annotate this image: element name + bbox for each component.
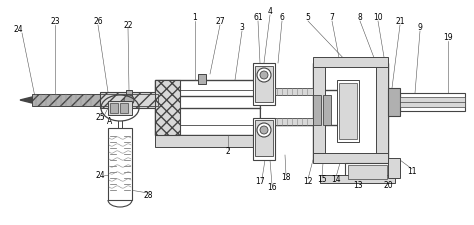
Text: 16: 16 bbox=[267, 184, 277, 193]
Bar bbox=[323, 95, 331, 125]
Bar bbox=[100, 92, 158, 108]
Text: 21: 21 bbox=[395, 18, 405, 27]
Text: 4: 4 bbox=[267, 7, 273, 16]
Text: 12: 12 bbox=[303, 178, 313, 187]
Bar bbox=[110, 103, 118, 113]
Circle shape bbox=[260, 126, 268, 134]
Bar bbox=[313, 57, 388, 67]
Bar bbox=[255, 120, 273, 156]
Bar bbox=[100, 94, 158, 106]
Bar bbox=[126, 90, 132, 110]
Bar bbox=[108, 101, 132, 115]
Text: 1: 1 bbox=[192, 14, 197, 22]
Bar bbox=[155, 80, 260, 135]
Bar bbox=[275, 118, 313, 125]
Text: 11: 11 bbox=[407, 167, 417, 176]
Text: 23: 23 bbox=[50, 18, 60, 27]
Circle shape bbox=[124, 95, 134, 105]
Text: 14: 14 bbox=[331, 176, 341, 184]
Circle shape bbox=[260, 71, 268, 79]
Bar bbox=[253, 63, 275, 105]
Text: 22: 22 bbox=[123, 20, 133, 29]
Bar bbox=[260, 90, 345, 125]
Text: 61: 61 bbox=[253, 14, 263, 22]
Text: 7: 7 bbox=[329, 14, 335, 22]
Text: 18: 18 bbox=[281, 173, 291, 182]
Bar bbox=[348, 165, 387, 179]
Text: 9: 9 bbox=[418, 23, 422, 32]
Bar bbox=[313, 95, 321, 125]
Bar bbox=[337, 80, 359, 142]
Text: 26: 26 bbox=[93, 18, 103, 27]
Bar bbox=[313, 153, 388, 163]
Bar bbox=[198, 74, 206, 84]
Text: 17: 17 bbox=[255, 178, 265, 187]
Bar bbox=[400, 97, 465, 107]
Bar bbox=[320, 175, 395, 183]
Text: 28: 28 bbox=[143, 191, 153, 200]
Circle shape bbox=[257, 68, 271, 82]
Bar bbox=[388, 158, 400, 178]
Bar bbox=[155, 135, 260, 147]
Text: 24: 24 bbox=[95, 171, 105, 180]
Bar bbox=[339, 83, 357, 139]
Bar bbox=[108, 128, 132, 200]
Bar bbox=[275, 88, 313, 95]
Text: 6: 6 bbox=[280, 14, 284, 22]
Text: 27: 27 bbox=[215, 18, 225, 27]
Bar bbox=[253, 118, 275, 160]
Bar bbox=[313, 63, 388, 160]
Text: 20: 20 bbox=[383, 180, 393, 189]
Bar bbox=[345, 163, 390, 181]
Text: A: A bbox=[108, 117, 113, 126]
Text: 24: 24 bbox=[13, 25, 23, 34]
Polygon shape bbox=[20, 97, 32, 103]
Bar bbox=[376, 63, 388, 160]
Bar bbox=[388, 88, 400, 116]
Text: 25: 25 bbox=[95, 113, 105, 122]
Text: 2: 2 bbox=[226, 148, 230, 157]
Text: 15: 15 bbox=[317, 176, 327, 184]
Text: 19: 19 bbox=[443, 34, 453, 43]
Bar bbox=[255, 66, 273, 102]
Text: 13: 13 bbox=[353, 180, 363, 189]
Bar bbox=[32, 94, 100, 106]
Bar bbox=[120, 103, 128, 113]
Bar bbox=[155, 80, 180, 135]
Text: 8: 8 bbox=[357, 14, 363, 22]
Text: 3: 3 bbox=[239, 23, 245, 32]
Text: 5: 5 bbox=[306, 14, 310, 22]
Bar bbox=[400, 93, 465, 111]
Text: 10: 10 bbox=[373, 14, 383, 22]
Circle shape bbox=[257, 123, 271, 137]
Bar bbox=[313, 63, 325, 160]
